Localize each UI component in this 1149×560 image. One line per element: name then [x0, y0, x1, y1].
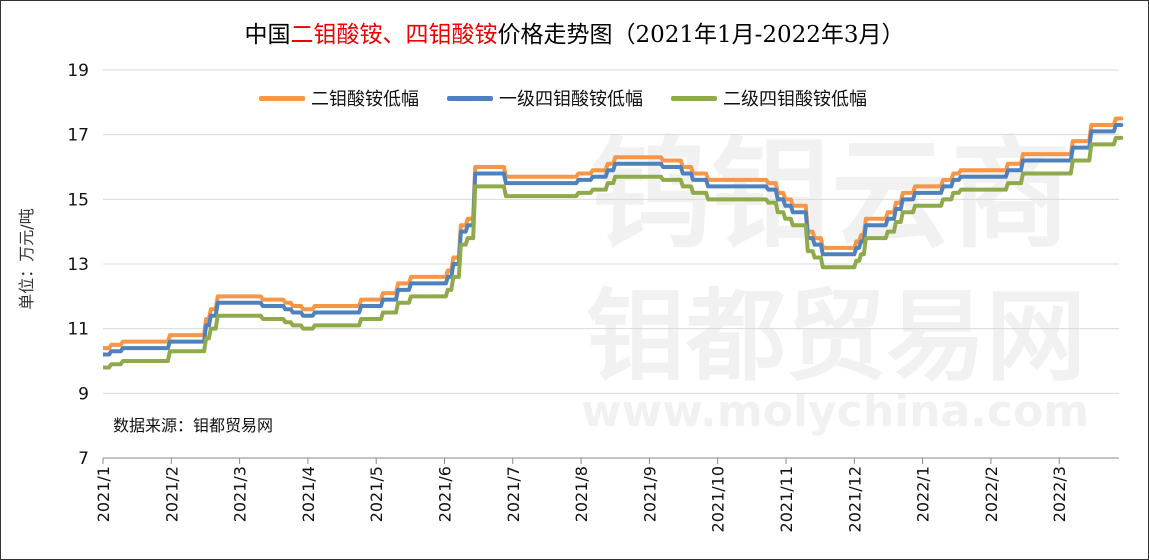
y-tick-label: 13: [67, 255, 89, 275]
data-source: 数据来源：钼都贸易网: [113, 416, 274, 435]
x-tick-label: 2021/6: [436, 466, 455, 522]
title-prefix: 中国: [244, 22, 291, 48]
x-tick-label: 2021/4: [299, 466, 318, 522]
legend-item: 二钼酸铵低幅: [259, 85, 419, 111]
x-tick-label: 2021/12: [845, 466, 864, 532]
series-line-3: [103, 135, 1124, 370]
x-tick-label: 2021/7: [504, 466, 523, 522]
x-tick-label: 2021/3: [231, 466, 250, 522]
y-axis-label: 单位：万元/吨: [17, 208, 36, 310]
legend-label: 二级四钼酸铵低幅: [723, 89, 867, 110]
watermark: 钨钼云商 钼都贸易网 www.molychina.com: [581, 126, 1089, 437]
series-line-1: [103, 116, 1124, 351]
x-tick-label: 2021/8: [572, 466, 591, 522]
title-suffix: 价格走势图（2021年1月-2022年3月）: [497, 22, 905, 48]
x-tick-label: 2021/1: [94, 466, 113, 522]
x-tick-label: 2022/3: [1050, 466, 1069, 522]
y-tick-label: 19: [67, 61, 89, 81]
x-tick-label: 2022/2: [982, 466, 1001, 522]
x-tick-label: 2021/11: [777, 466, 796, 532]
x-tick-label: 2021/2: [162, 466, 181, 522]
legend-swatch: [447, 95, 493, 101]
y-tick-label: 9: [78, 384, 89, 404]
legend: 二钼酸铵低幅 一级四钼酸铵低幅 二级四钼酸铵低幅: [259, 85, 867, 111]
y-tick-label: 11: [67, 320, 89, 340]
legend-item: 一级四钼酸铵低幅: [447, 85, 643, 111]
y-tick-label: 17: [67, 126, 89, 146]
watermark-line2: 钼都贸易网: [586, 278, 1086, 395]
chart-title: 中国二钼酸铵、四钼酸铵价格走势图（2021年1月-2022年3月）: [1, 15, 1148, 49]
x-tick-label: 2021/5: [367, 466, 386, 522]
x-tick-label: 2021/9: [640, 466, 659, 522]
legend-swatch: [671, 95, 717, 101]
watermark-line3: www.molychina.com: [581, 386, 1089, 437]
title-highlight: 二钼酸铵、四钼酸铵: [290, 22, 498, 48]
legend-item: 二级四钼酸铵低幅: [671, 85, 867, 111]
x-tick-label: 2022/1: [914, 466, 933, 522]
legend-label: 二钼酸铵低幅: [311, 89, 419, 110]
legend-swatch: [259, 95, 305, 101]
x-tick-label: 2021/10: [709, 466, 728, 532]
watermark-line1: 钨钼云商: [591, 126, 1071, 265]
y-tick-label: 15: [67, 190, 89, 210]
series-line-2: [103, 122, 1124, 357]
y-tick-label: 7: [78, 449, 89, 469]
legend-label: 一级四钼酸铵低幅: [499, 89, 643, 110]
